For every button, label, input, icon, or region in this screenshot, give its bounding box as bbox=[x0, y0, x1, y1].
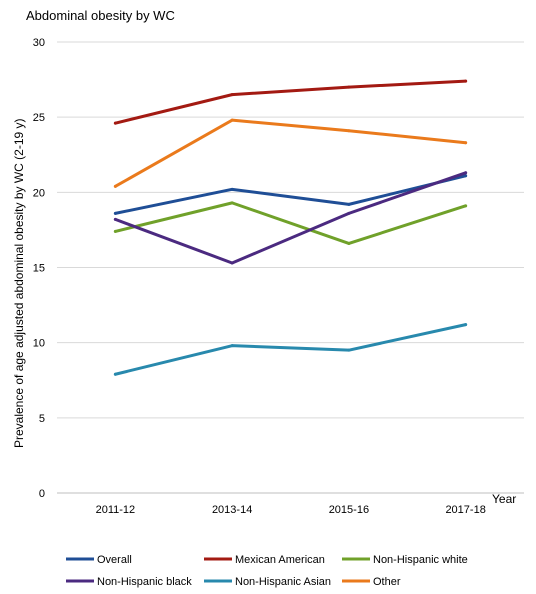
legend-label: Overall bbox=[97, 554, 132, 566]
data-point bbox=[347, 202, 351, 206]
data-point bbox=[464, 323, 468, 327]
x-tick-label: 2013-14 bbox=[212, 504, 252, 516]
x-tick-label: 2017-18 bbox=[445, 504, 485, 516]
data-point bbox=[464, 174, 468, 178]
data-point bbox=[113, 372, 117, 376]
legend-label: Other bbox=[373, 576, 401, 588]
data-point bbox=[464, 171, 468, 175]
y-tick-label: 30 bbox=[33, 37, 45, 49]
chart-title: Abdominal obesity by WC bbox=[26, 8, 175, 23]
series-line-mexican-american bbox=[113, 79, 468, 125]
data-point bbox=[230, 201, 234, 205]
y-tick-label: 5 bbox=[39, 413, 45, 425]
data-point bbox=[230, 118, 234, 122]
y-tick-label: 20 bbox=[33, 187, 45, 199]
data-point bbox=[464, 204, 468, 208]
series-line-non-hispanic-asian bbox=[113, 323, 468, 376]
data-point bbox=[113, 211, 117, 215]
data-point bbox=[347, 129, 351, 133]
data-point bbox=[347, 241, 351, 245]
data-point bbox=[113, 121, 117, 125]
legend: Overall Mexican American Non-Hispanic whit… bbox=[66, 554, 468, 588]
series-line-overall bbox=[113, 174, 468, 215]
legend-label: Non-Hispanic white bbox=[373, 554, 468, 566]
x-axis-ticks: 2011-12 2013-14 2015-16 2017-18 bbox=[96, 504, 486, 516]
data-point bbox=[230, 93, 234, 97]
data-point bbox=[347, 85, 351, 89]
data-point bbox=[347, 348, 351, 352]
y-tick-label: 25 bbox=[33, 112, 45, 124]
series-line-non-hispanic-black bbox=[113, 171, 468, 265]
x-tick-label: 2011-12 bbox=[96, 504, 136, 516]
data-point bbox=[113, 184, 117, 188]
y-tick-label: 15 bbox=[33, 263, 45, 275]
legend-label: Non-Hispanic Asian bbox=[235, 576, 331, 588]
y-axis-ticks: 0 5 10 15 20 25 30 bbox=[33, 37, 45, 500]
data-point bbox=[230, 344, 234, 348]
data-point bbox=[230, 261, 234, 265]
data-point bbox=[113, 217, 117, 221]
series-lines bbox=[113, 79, 468, 376]
data-point bbox=[464, 141, 468, 145]
data-point bbox=[347, 211, 351, 215]
data-point bbox=[113, 229, 117, 233]
series-line-non-hispanic-white bbox=[113, 201, 468, 245]
series-line-other bbox=[113, 118, 468, 188]
y-tick-label: 10 bbox=[33, 338, 45, 350]
data-point bbox=[230, 187, 234, 191]
y-tick-label: 0 bbox=[39, 488, 45, 500]
legend-label: Mexican American bbox=[235, 554, 325, 566]
legend-label: Non-Hispanic black bbox=[97, 576, 192, 588]
x-axis-label: Year bbox=[492, 492, 516, 506]
y-axis-label: Prevalence of age adjusted abdominal obe… bbox=[12, 118, 26, 448]
x-tick-label: 2015-16 bbox=[329, 504, 369, 516]
data-point bbox=[464, 79, 468, 83]
